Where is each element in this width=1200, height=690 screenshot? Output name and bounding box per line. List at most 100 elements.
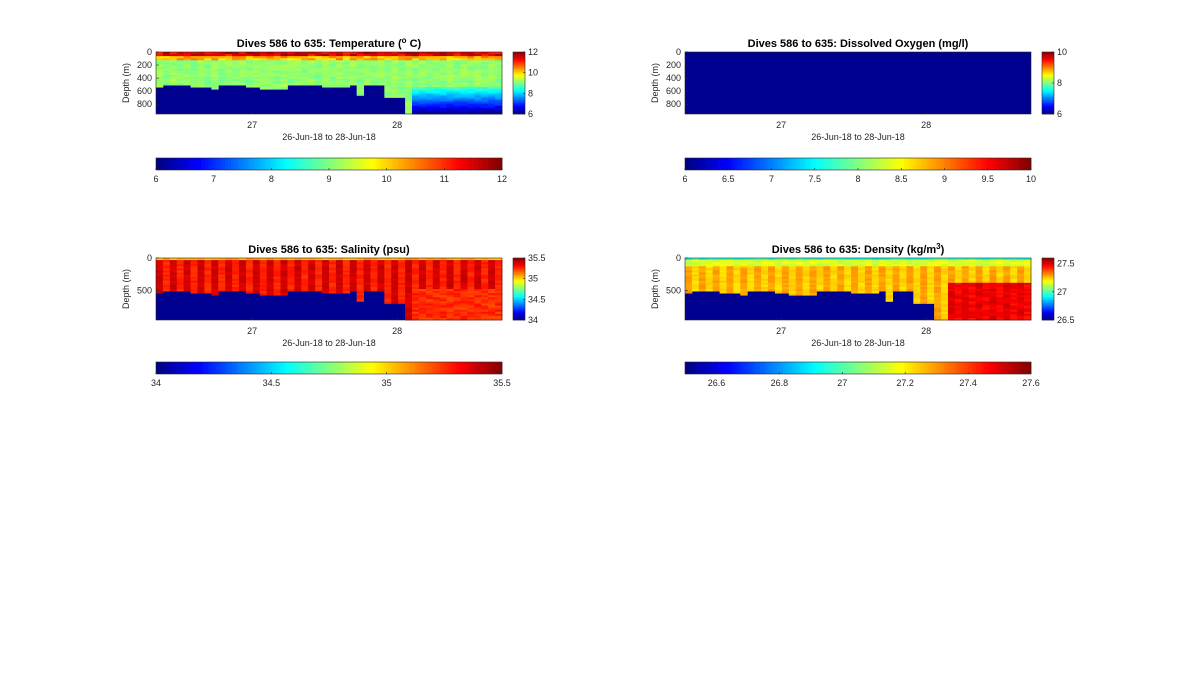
colorbar-swatch [716,362,720,374]
heatmap-cell [294,72,302,76]
colorbar-tick-label: 26.8 [771,378,789,388]
heatmap-cell [467,66,475,69]
heatmap-cell [405,284,413,288]
heatmap-cell [685,278,693,282]
heatmap-cell [432,78,441,82]
heatmap-cell [982,266,990,269]
heatmap-cell [851,289,859,292]
heatmap-cell [934,284,942,288]
heatmap-cell [418,78,427,82]
heatmap-cell [245,286,254,290]
heatmap-cell [218,64,226,67]
colorbar-swatch [369,362,373,374]
heatmap-cell [294,270,302,273]
heatmap-cell [488,64,496,67]
colorbar-swatch [829,158,833,170]
heatmap-cell [885,289,893,292]
heatmap-cell [851,286,859,290]
heatmap-cell [280,58,288,61]
heatmap-cell [754,272,762,275]
heatmap-cell [204,66,212,69]
heatmap-cell [405,311,413,315]
heatmap-cell [432,68,441,71]
heatmap-cell [439,307,448,311]
heatmap-cell [412,91,420,94]
heatmap-cell [467,291,475,294]
heatmap-cell [259,64,268,67]
heatmap-cell [245,289,254,292]
heatmap-cell [377,272,385,275]
heatmap-cell [913,258,921,261]
heatmap-cell [162,56,171,59]
heatmap-cell [774,262,783,265]
heatmap-cell [245,62,254,65]
heatmap-cell [273,76,281,80]
heatmap-cell [733,284,741,288]
heatmap-cell [211,258,219,261]
heatmap-cell [301,280,309,284]
colorbar-swatch [947,158,951,170]
heatmap-cell [349,284,358,288]
colorbar-swatch [513,93,525,96]
heatmap-cell [439,280,448,284]
heatmap-cell [830,262,838,265]
heatmap-cell [754,264,762,267]
heatmap-cell [871,289,880,292]
heatmap-cell [989,303,997,306]
heatmap-cell [301,274,309,277]
heatmap-cell [412,83,420,86]
heatmap-cell [418,311,427,315]
heatmap-cell [384,266,392,269]
heatmap-cell [405,268,413,271]
heatmap-cell [481,76,489,80]
heatmap-cell [266,270,275,273]
heatmap-cell [495,74,503,78]
colorbar-swatch [1042,112,1054,115]
heatmap-cell [259,80,268,84]
heatmap-cell [802,262,810,265]
heatmap-cell [453,99,461,102]
heatmap-cell [335,66,344,69]
colorbar-swatch [513,276,525,279]
heatmap-cell [495,299,503,302]
heatmap-cell [788,270,797,273]
heatmap-cell [418,66,427,69]
heatmap-cell [273,58,281,61]
colorbar-swatch [953,362,957,374]
colorbar-swatch [513,76,525,79]
heatmap-cell [391,299,399,302]
heatmap-cell [1024,266,1032,269]
heatmap-cell [301,278,309,282]
heatmap-cell [495,274,503,277]
colorbar-swatch [993,158,997,170]
heatmap-cell [439,295,448,298]
heatmap-cell [927,268,935,271]
heatmap-cell [913,260,921,263]
heatmap-cell [156,282,164,286]
heatmap-cell [809,284,817,288]
heatmap-cell [1010,268,1018,271]
heatmap-cell [266,58,275,61]
heatmap-cell [162,64,171,67]
heatmap-cell [162,74,171,78]
heatmap-cell [273,286,281,290]
colorbar-swatch [305,362,310,374]
heatmap-cell [885,297,893,300]
heatmap-cell [712,272,720,275]
heatmap-cell [726,289,734,292]
heatmap-cell [920,299,928,302]
heatmap-cell [162,80,171,84]
heatmap-cell [335,54,344,57]
colorbar-swatch [1042,259,1054,262]
colorbar-swatch [513,268,525,271]
heatmap-cell [996,307,1004,311]
heatmap-cell [405,280,413,284]
heatmap-cell [1010,295,1018,298]
heatmap-cell [975,268,983,271]
colorbar-swatch [478,362,483,374]
colorbar-tick-label: 8 [528,88,533,98]
heatmap-cell [225,74,233,78]
heatmap-cell [204,286,212,290]
heatmap-cell [322,286,330,290]
heatmap-cell [405,303,413,306]
